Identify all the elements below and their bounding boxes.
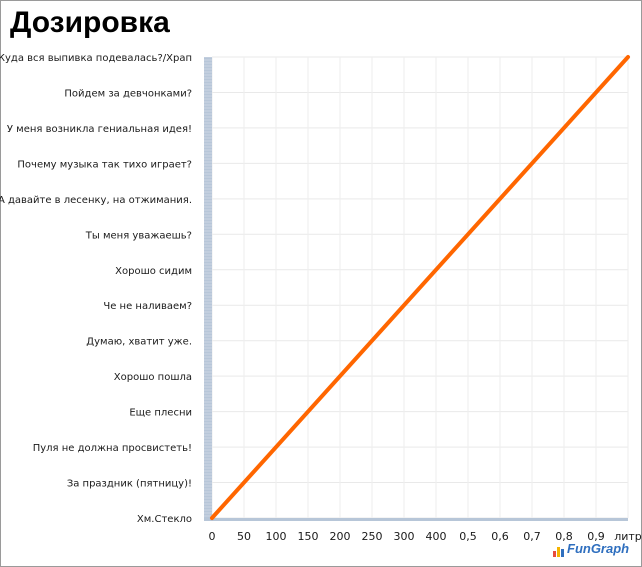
x-tick-label: 300 bbox=[394, 530, 415, 543]
x-tick-label: литр bbox=[614, 530, 642, 543]
y-tick-label: Че не наливаем? bbox=[103, 301, 192, 312]
logo-bars-icon bbox=[553, 541, 565, 557]
logo-text: FunGraph bbox=[567, 541, 630, 556]
fungraph-logo: FunGraph bbox=[553, 541, 629, 557]
x-tick-label: 200 bbox=[330, 530, 351, 543]
y-tick-label: Хорошо пошла bbox=[114, 372, 192, 383]
y-tick-label: Ты меня уважаешь? bbox=[85, 230, 192, 241]
x-tick-label: 0 bbox=[209, 530, 216, 543]
y-tick-label: А давайте в лесенку, на отжимания. bbox=[0, 195, 192, 206]
y-tick-label: У меня возникла гениальная идея! bbox=[7, 124, 192, 135]
x-tick-label: 400 bbox=[426, 530, 447, 543]
x-tick-label: 0,9 bbox=[587, 530, 605, 543]
y-tick-label: Пуля не должна просвистеть! bbox=[33, 443, 192, 454]
y-axis-band bbox=[204, 57, 212, 520]
y-tick-label: Еще плесни bbox=[129, 408, 192, 419]
y-tick-label: За праздник (пятницу)! bbox=[67, 479, 192, 490]
x-tick-label: 0,8 bbox=[555, 530, 573, 543]
x-tick-label: 250 bbox=[362, 530, 383, 543]
y-tick-label: Хорошо сидим bbox=[115, 266, 192, 277]
x-axis-band bbox=[204, 518, 628, 521]
x-tick-label: 50 bbox=[237, 530, 251, 543]
series-line bbox=[210, 55, 630, 520]
x-tick-label: 0,5 bbox=[459, 530, 477, 543]
y-tick-label: Думаю, хватит уже. bbox=[86, 337, 192, 348]
x-tick-label: 150 bbox=[298, 530, 319, 543]
y-tick-label: Хм.Стекло bbox=[137, 514, 192, 525]
y-tick-label: Пойдем за девчонками? bbox=[64, 88, 192, 99]
y-tick-label: Почему музыка так тихо играет? bbox=[17, 159, 192, 170]
x-tick-label: 0,6 bbox=[491, 530, 509, 543]
x-tick-label: 100 bbox=[266, 530, 287, 543]
y-tick-label: Куда вся выпивка подевалась?/Храп bbox=[0, 53, 192, 64]
x-tick-label: 0,7 bbox=[523, 530, 541, 543]
chart-title: Дозировка bbox=[10, 6, 170, 39]
